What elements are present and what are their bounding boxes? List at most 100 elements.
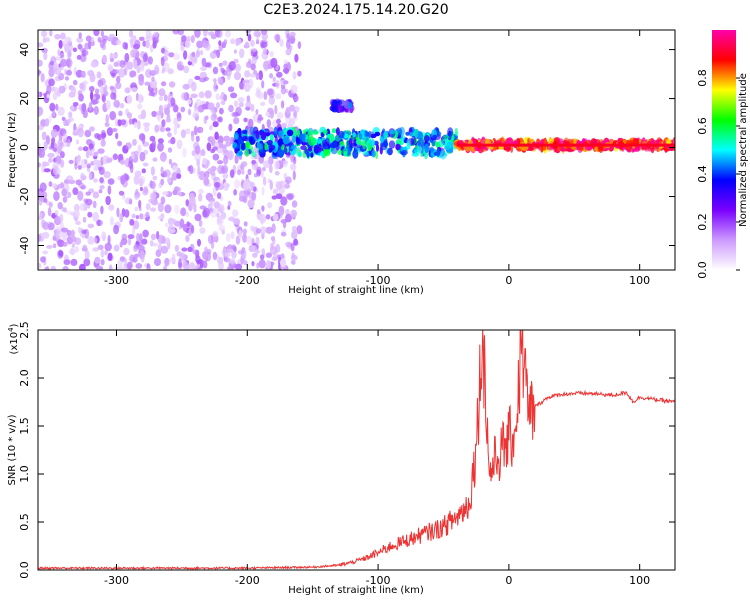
heatmap-cell — [92, 191, 100, 199]
heatmap-cell — [55, 103, 59, 111]
heatmap-cell — [151, 110, 157, 118]
heatmap-cell — [149, 192, 157, 200]
heatmap-cell — [104, 250, 108, 256]
heatmap-cell — [125, 174, 130, 181]
heatmap-cell — [194, 30, 201, 38]
heatmap-cell — [528, 145, 534, 151]
heatmap-cell — [269, 144, 276, 151]
heatmap-cell — [348, 137, 353, 146]
heatmap-cell — [164, 222, 169, 228]
heatmap-cell — [176, 112, 182, 122]
snr-x-axis-label: Height of straight line (km) — [288, 585, 424, 596]
y-tick-label: 0 — [18, 144, 31, 151]
heatmap-cell — [242, 233, 247, 243]
heatmap-cell — [225, 141, 232, 147]
heatmap-cell — [191, 132, 195, 142]
heatmap-cell — [191, 81, 197, 92]
heatmap-cell — [144, 263, 147, 268]
heatmap-cell — [209, 125, 213, 131]
heatmap-cell — [102, 54, 108, 64]
heatmap-cell — [256, 209, 261, 215]
heatmap-cell — [158, 88, 166, 97]
heatmap-cell — [325, 137, 330, 146]
y-tick-label: 2.0 — [18, 369, 31, 387]
heatmap-cell — [306, 131, 313, 141]
heatmap-cell — [280, 196, 288, 206]
heatmap-cell — [251, 57, 257, 65]
heatmap-cell — [256, 141, 261, 150]
heatmap-cell — [152, 175, 158, 181]
heatmap-cell — [255, 129, 260, 140]
heatmap-cell — [49, 60, 54, 66]
heatmap-cell — [103, 90, 109, 96]
heatmap-cell — [262, 176, 267, 186]
heatmap-cell — [115, 39, 122, 45]
heatmap-cell — [48, 181, 53, 187]
heatmap-cell — [76, 37, 84, 43]
heatmap-cell — [227, 248, 234, 254]
heatmap-cell — [310, 152, 314, 158]
heatmap-cell — [100, 205, 104, 215]
heatmap-cell — [193, 108, 199, 118]
heatmap-cell — [145, 211, 150, 218]
heatmap-cell — [162, 62, 170, 72]
heatmap-cell — [100, 139, 106, 147]
heatmap-cell — [47, 207, 52, 217]
heatmap-cell — [270, 57, 278, 68]
heatmap-cell — [227, 86, 235, 93]
heatmap-cell — [54, 33, 61, 40]
heatmap-cell — [197, 165, 201, 175]
heatmap-cell — [196, 158, 200, 167]
heatmap-cell — [180, 44, 185, 52]
heatmap-cell — [375, 144, 380, 152]
heatmap-cell — [108, 65, 114, 72]
heatmap-cell — [43, 197, 48, 203]
heatmap-cell — [42, 231, 50, 239]
heatmap-cell — [311, 130, 319, 135]
heatmap-cell — [269, 73, 274, 79]
heatmap-cell — [200, 66, 207, 71]
heatmap-cell — [42, 37, 47, 43]
heatmap-cell — [202, 251, 209, 260]
heatmap-cell — [70, 104, 74, 111]
heatmap-cell — [72, 47, 77, 53]
heatmap-cell — [92, 200, 97, 209]
heatmap-cell — [170, 136, 176, 145]
heatmap-cell — [374, 131, 381, 137]
heatmap-cell — [107, 185, 112, 195]
heatmap-cell — [165, 127, 171, 132]
heatmap-cell — [49, 102, 56, 112]
heatmap-cell — [275, 80, 280, 89]
heatmap-cell — [330, 142, 338, 149]
heatmap-cell — [187, 246, 193, 252]
heatmap-cell — [219, 107, 224, 115]
heatmap-cell — [120, 175, 126, 185]
heatmap-cell — [251, 159, 257, 165]
heatmap-cell — [167, 132, 172, 138]
heatmap-cell — [195, 98, 202, 106]
heatmap-cell — [180, 106, 186, 113]
heatmap-cell — [195, 135, 200, 142]
heatmap-cell — [77, 165, 82, 170]
heatmap-cell — [190, 35, 195, 43]
heatmap-cell — [141, 168, 146, 174]
heatmap-cell — [163, 265, 168, 270]
heatmap-cell — [118, 190, 125, 196]
heatmap-cell — [241, 129, 248, 134]
heatmap-cell — [126, 261, 133, 270]
heatmap-cell — [234, 154, 239, 165]
heatmap-cell — [234, 63, 241, 72]
heatmap-cell — [97, 148, 105, 154]
snr-y-scale-base: (x10 — [9, 332, 20, 355]
y-tick-label: 0.0 — [18, 561, 31, 579]
heatmap-cell — [142, 53, 148, 62]
heatmap-cell — [242, 180, 250, 191]
heatmap-cell — [173, 117, 179, 127]
heatmap-cell — [79, 263, 86, 270]
heatmap-cell — [48, 78, 55, 87]
heatmap-cell — [82, 244, 88, 251]
heatmap-cell — [182, 83, 190, 90]
heatmap-cell — [217, 160, 224, 165]
snr-y-scale-exp: 4 — [7, 327, 15, 332]
heatmap-cell — [238, 101, 244, 108]
